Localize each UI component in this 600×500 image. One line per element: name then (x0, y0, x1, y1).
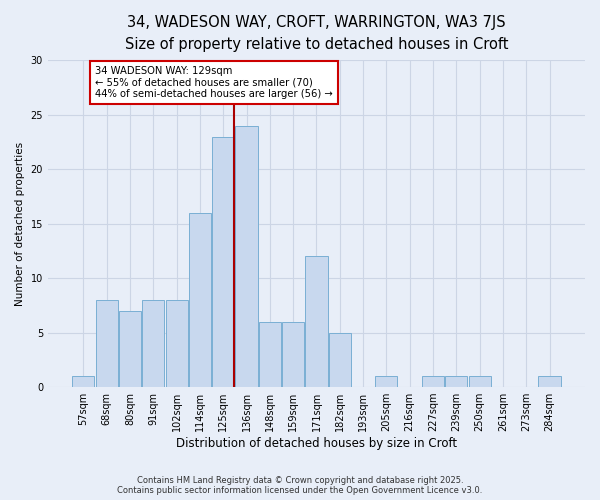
Bar (305, 256, 328, 387)
Bar (422, 376, 444, 387)
Bar (189, 213, 211, 387)
Bar (142, 300, 164, 387)
Bar (376, 376, 397, 387)
Bar (445, 376, 467, 387)
Bar (212, 136, 235, 387)
Title: 34, WADESON WAY, CROFT, WARRINGTON, WA3 7JS
Size of property relative to detache: 34, WADESON WAY, CROFT, WARRINGTON, WA3 … (125, 15, 508, 52)
Bar (329, 332, 351, 387)
Text: Contains HM Land Registry data © Crown copyright and database right 2025.
Contai: Contains HM Land Registry data © Crown c… (118, 476, 482, 495)
X-axis label: Distribution of detached houses by size in Croft: Distribution of detached houses by size … (176, 437, 457, 450)
Bar (119, 311, 141, 387)
Text: 34 WADESON WAY: 129sqm
← 55% of detached houses are smaller (70)
44% of semi-det: 34 WADESON WAY: 129sqm ← 55% of detached… (95, 66, 333, 99)
Bar (538, 376, 560, 387)
Bar (95, 300, 118, 387)
Y-axis label: Number of detached properties: Number of detached properties (15, 142, 25, 306)
Bar (469, 376, 491, 387)
Bar (259, 322, 281, 387)
Bar (235, 126, 257, 387)
Bar (166, 300, 188, 387)
Bar (73, 376, 94, 387)
Bar (282, 322, 304, 387)
